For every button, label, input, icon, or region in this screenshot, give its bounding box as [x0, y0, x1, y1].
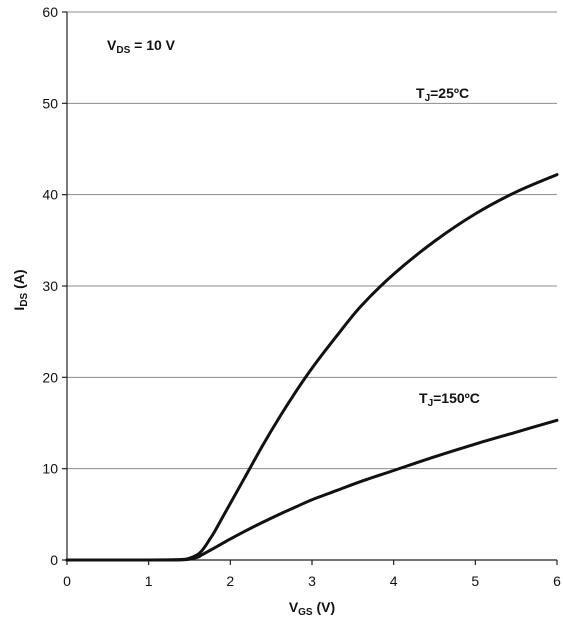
y-tick-label: 20 — [42, 369, 58, 385]
x-tick-label: 3 — [308, 573, 316, 589]
series-curve-25c — [65, 173, 559, 562]
x-tick-label: 6 — [553, 573, 561, 589]
y-tick-labels: 0 10 20 30 40 50 60 — [42, 4, 58, 568]
series-label-150c: TJ=150ºC — [419, 390, 480, 409]
y-tick-label: 0 — [50, 552, 58, 568]
axes — [62, 11, 558, 565]
series-label-25c: TJ=25ºC — [416, 85, 469, 104]
x-tick-label: 5 — [471, 573, 479, 589]
y-axis-title: IDS (A) — [11, 269, 30, 310]
y-tick-label: 10 — [42, 461, 58, 477]
y-tick-label: 60 — [42, 4, 58, 20]
y-tick-label: 40 — [42, 187, 58, 203]
x-tick-label: 2 — [226, 573, 234, 589]
vds-condition-label: VDS = 10 V — [107, 37, 176, 56]
series-curves — [65, 173, 559, 562]
x-tick-label: 4 — [390, 573, 398, 589]
x-tick-label: 1 — [145, 573, 153, 589]
horizontal-gridlines — [67, 11, 557, 470]
y-tick-label: 30 — [42, 278, 58, 294]
x-tick-labels: 0 1 2 3 4 5 6 — [63, 573, 561, 589]
series-curve-150c — [65, 418, 559, 562]
y-tick-label: 50 — [42, 95, 58, 111]
x-axis-title: VGS (V) — [289, 599, 335, 618]
x-tick-label: 0 — [63, 573, 71, 589]
